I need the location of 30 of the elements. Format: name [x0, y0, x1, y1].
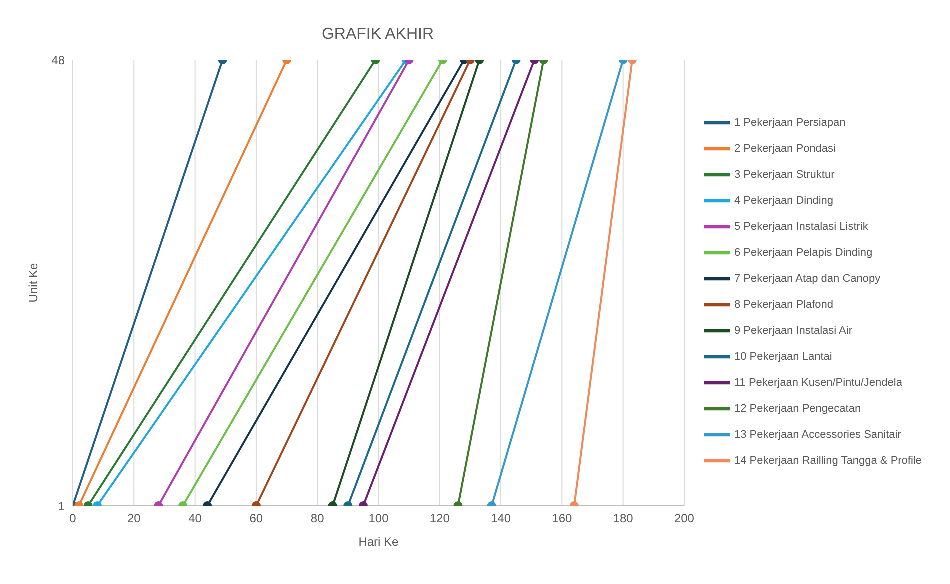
- legend-label: 1 Pekerjaan Persiapan: [734, 116, 846, 129]
- x-axis-title: Hari Ke: [358, 535, 400, 549]
- chart-title: GRAFIK AKHIR: [320, 26, 436, 44]
- legend-label: 6 Pekerjaan Pelapis Dinding: [734, 246, 873, 259]
- x-tick-label: 20: [127, 512, 142, 526]
- x-tick-label: 200: [674, 512, 695, 526]
- x-tick-label: 100: [368, 512, 390, 526]
- x-tick-label: 80: [310, 512, 325, 526]
- legend-label: 5 Pekerjaan Instalasi Listrik: [734, 220, 868, 233]
- y-tick-label: 48: [52, 53, 66, 68]
- legend-label: 14 Pekerjaan Railling Tangga & Profile: [734, 454, 922, 467]
- legend-label: 4 Pekerjaan Dinding: [734, 194, 834, 207]
- legend-label: 9 Pekerjaan Instalasi Air: [734, 324, 852, 337]
- y-tick-label: 1: [58, 499, 66, 514]
- x-tick-label: 60: [250, 512, 264, 526]
- legend-label: 13 Pekerjaan Accessories Sanitair: [734, 428, 902, 441]
- legend-label: 7 Pekerjaan Atap dan Canopy: [734, 272, 881, 285]
- x-tick-label: 120: [430, 512, 450, 526]
- legend-label: 3 Pekerjaan Struktur: [734, 168, 835, 181]
- y-axis-title: Unit Ke: [26, 263, 40, 303]
- legend-label: 2 Pekerjaan Pondasi: [734, 142, 836, 155]
- x-tick-label: 0: [70, 512, 77, 526]
- legend-label: 12 Pekerjaan Pengecatan: [734, 402, 862, 415]
- legend-label: 8 Pekerjaan Plafond: [734, 298, 834, 311]
- x-tick-label: 140: [491, 512, 512, 526]
- x-tick-label: 40: [188, 512, 202, 526]
- legend-label: 11 Pekerjaan Kusen/Pintu/Jendela: [734, 376, 902, 389]
- x-tick-label: 180: [613, 512, 634, 526]
- x-tick-label: 160: [552, 512, 573, 526]
- legend-label: 10 Pekerjaan Lantai: [734, 350, 832, 363]
